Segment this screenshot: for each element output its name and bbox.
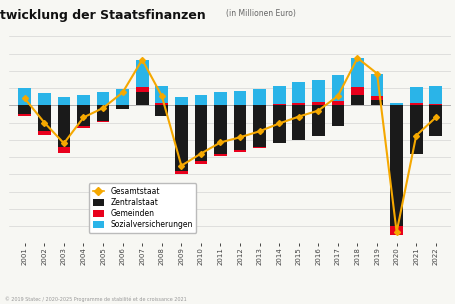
Bar <box>57 147 70 153</box>
Bar <box>136 87 148 92</box>
Bar <box>116 105 129 109</box>
Text: © 2019 Statec / 2020-2025 Programme de stabilité et de croissance 2021: © 2019 Statec / 2020-2025 Programme de s… <box>5 297 186 302</box>
Bar <box>429 86 441 104</box>
Bar <box>311 102 324 105</box>
Bar <box>370 96 383 100</box>
Bar <box>311 105 324 136</box>
Bar <box>409 103 422 105</box>
Bar <box>409 105 422 154</box>
Text: (in Millionen Euro): (in Millionen Euro) <box>225 9 295 18</box>
Bar <box>194 161 207 164</box>
Bar <box>77 126 90 128</box>
Bar <box>57 97 70 105</box>
Bar <box>194 105 207 161</box>
Bar <box>389 105 402 226</box>
Bar <box>272 104 285 105</box>
Bar <box>292 82 304 103</box>
Bar <box>253 89 265 105</box>
Bar <box>233 91 246 105</box>
Bar <box>331 101 344 105</box>
Bar <box>96 121 109 122</box>
Bar <box>331 75 344 101</box>
Bar <box>409 87 422 103</box>
Bar <box>429 104 441 105</box>
Bar <box>389 103 402 105</box>
Bar <box>136 92 148 105</box>
Bar <box>370 74 383 96</box>
Bar <box>18 105 31 114</box>
Bar <box>331 105 344 126</box>
Bar <box>214 92 226 105</box>
Bar <box>253 147 265 148</box>
Bar <box>350 58 363 87</box>
Bar <box>253 105 265 147</box>
Bar <box>38 93 51 105</box>
Bar <box>155 105 168 116</box>
Bar <box>350 87 363 95</box>
Bar <box>38 105 51 131</box>
Bar <box>96 92 109 105</box>
Bar <box>350 95 363 105</box>
Bar <box>272 105 285 143</box>
Bar <box>155 86 168 103</box>
Bar <box>233 150 246 152</box>
Bar <box>175 171 187 174</box>
Bar <box>175 105 187 171</box>
Bar <box>155 103 168 105</box>
Bar <box>272 86 285 104</box>
Bar <box>116 89 129 105</box>
Bar <box>57 105 70 147</box>
Bar <box>214 154 226 156</box>
Bar <box>136 60 148 87</box>
Bar <box>194 95 207 105</box>
Bar <box>175 97 187 105</box>
Bar <box>233 105 246 150</box>
Bar <box>292 103 304 105</box>
Bar <box>292 105 304 140</box>
Bar <box>38 131 51 135</box>
Bar <box>311 80 324 102</box>
Bar <box>18 88 31 105</box>
Bar <box>214 105 226 154</box>
Bar <box>389 226 402 235</box>
Bar <box>96 105 109 121</box>
Text: twicklung der Staatsfinanzen: twicklung der Staatsfinanzen <box>0 9 205 22</box>
Legend: Gesamtstaat, Zentralstaat, Gemeinden, Sozialversicherungen: Gesamtstaat, Zentralstaat, Gemeinden, So… <box>89 184 196 233</box>
Bar <box>77 105 90 126</box>
Bar <box>77 95 90 105</box>
Bar <box>370 100 383 105</box>
Bar <box>429 105 441 136</box>
Bar <box>18 114 31 116</box>
